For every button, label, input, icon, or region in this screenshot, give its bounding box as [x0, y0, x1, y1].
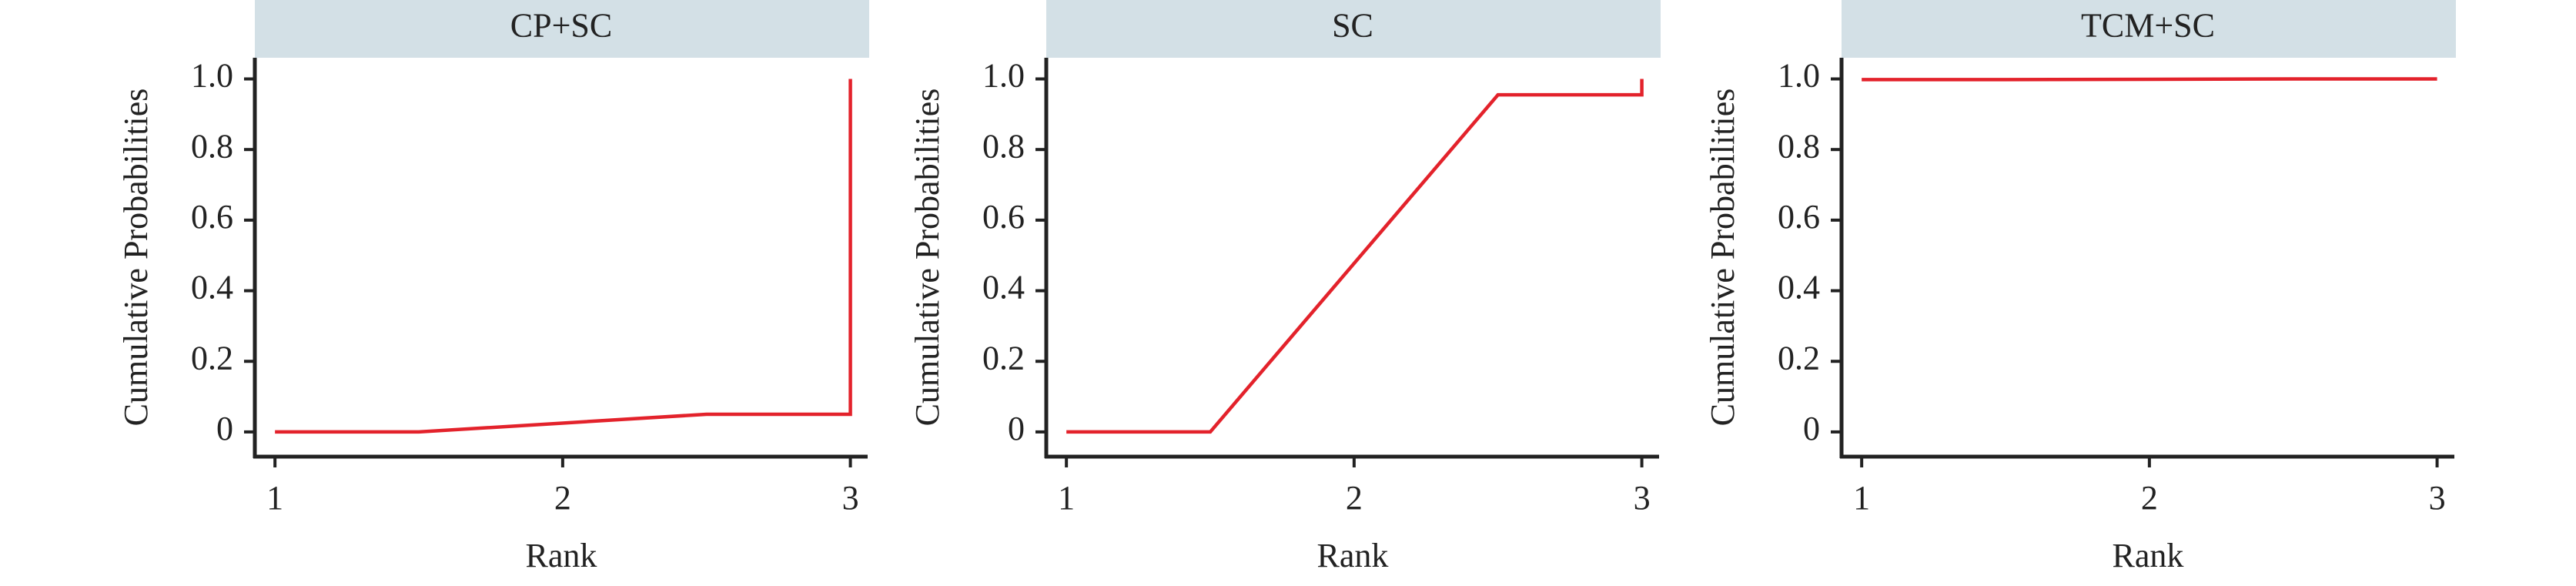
y-tick-label: 0.4 [1778, 269, 1820, 306]
y-tick-label: 0 [1803, 410, 1820, 447]
panel-header [255, 0, 869, 58]
panel-header [1842, 0, 2456, 58]
y-tick-label: 0.4 [982, 269, 1025, 306]
y-tick-label: 0.2 [982, 339, 1025, 377]
y-tick-label: 1.0 [982, 57, 1025, 95]
y-tick-label: 0 [216, 410, 233, 447]
x-tick-label: 2 [2141, 479, 2158, 517]
y-tick-label: 0.8 [1778, 127, 1820, 165]
y-tick-label: 0.6 [1778, 198, 1820, 236]
y-axis-label: Cumulative Probabilities [1704, 89, 1741, 427]
panel-title: SC [1332, 7, 1373, 45]
x-tick-label: 2 [1346, 479, 1363, 517]
y-tick-label: 0.8 [982, 127, 1025, 165]
x-axis-label: Rank [526, 537, 597, 574]
x-tick-label: 1 [1058, 479, 1075, 517]
series-line [1066, 79, 1644, 434]
y-tick-label: 0 [1008, 410, 1025, 447]
series-line [1862, 77, 2437, 82]
y-tick-label: 0.2 [1778, 339, 1820, 377]
y-tick-label: 1.0 [191, 57, 233, 95]
y-tick-label: 0.6 [191, 198, 233, 236]
panel-title: TCM+SC [2081, 7, 2215, 45]
y-tick-label: 0.4 [191, 269, 233, 306]
x-axis-label: Rank [1317, 537, 1389, 574]
y-tick-label: 0.2 [191, 339, 233, 377]
panel-header [1046, 0, 1661, 58]
y-tick-label: 1.0 [1778, 57, 1820, 95]
y-axis-label: Cumulative Probabilities [117, 89, 155, 427]
panel-title: CP+SC [510, 7, 612, 45]
y-tick-label: 0.6 [982, 198, 1025, 236]
series-line [275, 79, 852, 434]
x-tick-label: 3 [842, 479, 859, 517]
x-axis-label: Rank [2113, 537, 2184, 574]
x-tick-label: 2 [554, 479, 571, 517]
y-tick-label: 0.8 [191, 127, 233, 165]
x-tick-label: 1 [266, 479, 283, 517]
x-tick-label: 1 [1853, 479, 1870, 517]
x-tick-label: 3 [2429, 479, 2446, 517]
y-axis-label: Cumulative Probabilities [908, 89, 946, 427]
x-tick-label: 3 [1634, 479, 1651, 517]
